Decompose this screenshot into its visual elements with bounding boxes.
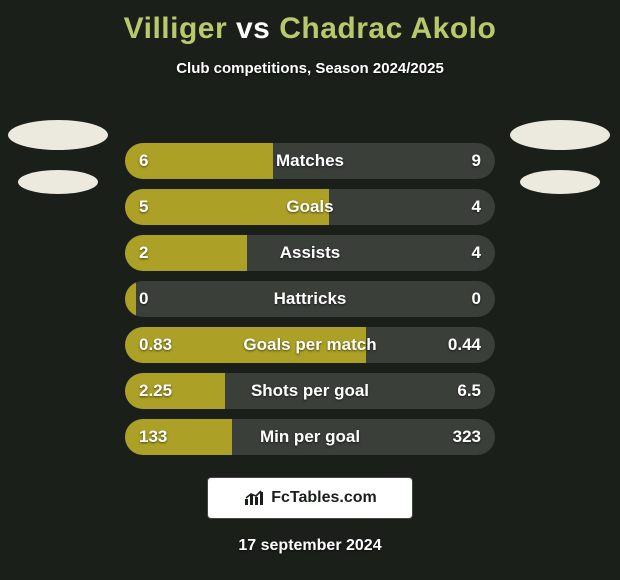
stat-label: Goals	[125, 189, 495, 225]
stat-row-hattricks: 00Hattricks	[125, 281, 495, 317]
stat-bars: 69Matches 54Goals 24Assists 00Hattricks 0.83…	[125, 143, 495, 455]
title-player2: Chadrac Akolo	[279, 12, 496, 45]
right-oval-2	[520, 170, 600, 194]
chart-icon	[243, 489, 265, 507]
source-text: FcTables.com	[271, 489, 377, 507]
stat-row-matches: 69Matches	[125, 143, 495, 179]
stat-row-goals-per-match: 0.830.44Goals per match	[125, 327, 495, 363]
left-oval-1	[8, 120, 108, 150]
left-badge-stack	[8, 120, 108, 194]
stat-row-min-per-goal: 133323Min per goal	[125, 419, 495, 455]
stat-row-assists: 24Assists	[125, 235, 495, 271]
stat-label: Goals per match	[125, 327, 495, 363]
stat-row-shots-per-goal: 2.256.5Shots per goal	[125, 373, 495, 409]
date-text: 17 september 2024	[0, 537, 620, 555]
subtitle: Club competitions, Season 2024/2025	[0, 60, 620, 77]
stat-label: Min per goal	[125, 419, 495, 455]
source-badge: FcTables.com	[207, 477, 413, 519]
stat-label: Assists	[125, 235, 495, 271]
stat-label: Hattricks	[125, 281, 495, 317]
stat-label: Shots per goal	[125, 373, 495, 409]
stat-label: Matches	[125, 143, 495, 179]
left-oval-2	[18, 170, 98, 194]
title-vs: vs	[236, 12, 270, 45]
right-oval-1	[510, 120, 610, 150]
right-badge-stack	[510, 120, 610, 194]
comparison-infographic: Villiger vs Chadrac Akolo Club competiti…	[0, 0, 620, 580]
page-title: Villiger vs Chadrac Akolo	[0, 0, 620, 46]
stat-row-goals: 54Goals	[125, 189, 495, 225]
title-player1: Villiger	[124, 12, 228, 45]
